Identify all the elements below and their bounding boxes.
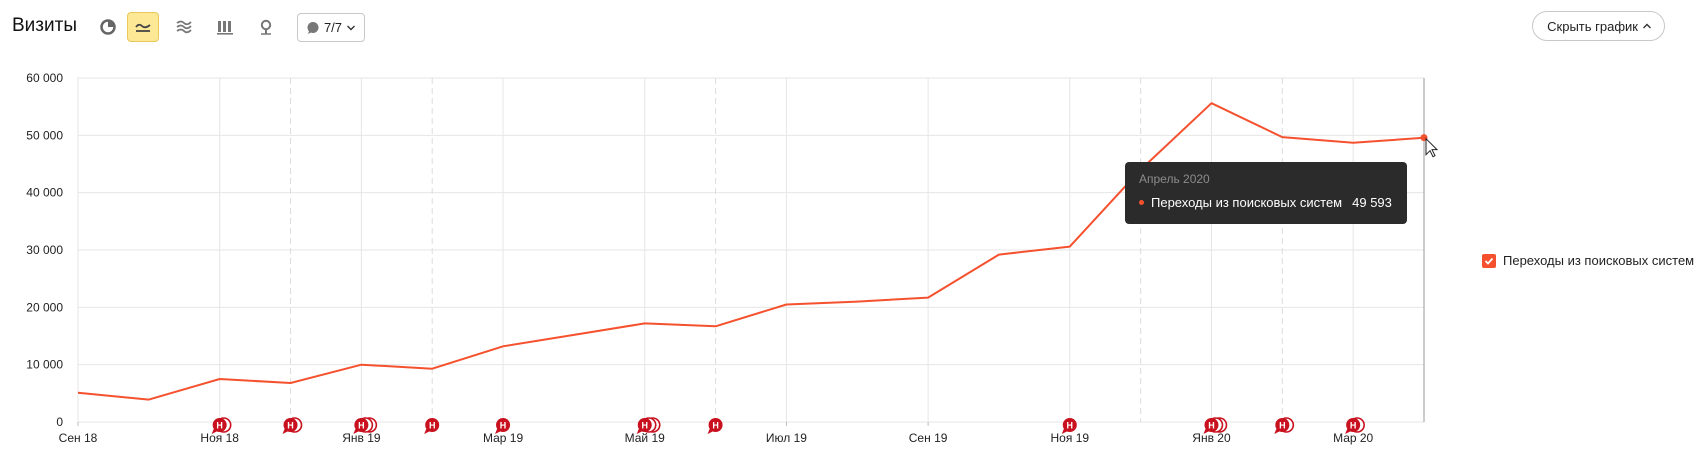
hide-chart-button[interactable]: Скрыть график (1532, 11, 1665, 41)
annotation-marker-tail (707, 429, 714, 434)
annotation-marker (1275, 418, 1290, 432)
annotation-letter: Н (1067, 421, 1074, 431)
annotation-marker (283, 418, 298, 432)
y-tick-label: 60 000 (26, 71, 63, 85)
pie-chart-button[interactable] (92, 12, 124, 42)
annotations-selector[interactable]: 7/7 (297, 13, 365, 42)
annotation-marker (708, 418, 723, 432)
bar-chart-button[interactable] (209, 12, 241, 42)
bar-chart-icon (217, 21, 233, 35)
chevron-up-icon (1643, 23, 1651, 29)
annotation-marker (212, 418, 227, 432)
annotation-letter: Н (358, 421, 365, 431)
annotation-marker (425, 418, 440, 432)
tooltip-series-dot (1139, 200, 1144, 205)
annotation-letter: Н (712, 421, 719, 431)
chart-tooltip: Апрель 2020 Переходы из поисковых систем… (1125, 162, 1407, 224)
y-tick-label: 10 000 (26, 358, 63, 372)
x-tick-label: Мар 20 (1333, 431, 1373, 445)
area-chart-button[interactable] (168, 12, 200, 42)
x-tick-label: Сен 19 (909, 431, 948, 445)
annotation-marker (496, 418, 511, 432)
y-tick-label: 30 000 (26, 243, 63, 257)
x-tick-label: Сен 18 (59, 431, 98, 445)
annotation-letter: Н (429, 421, 436, 431)
pie-chart-icon (100, 19, 116, 35)
series-line (77, 102, 1425, 401)
checkmark-icon (1484, 257, 1494, 265)
legend-checkbox[interactable] (1482, 253, 1496, 268)
chart-title: Визиты (12, 15, 77, 36)
x-tick-label: Мар 19 (483, 431, 523, 445)
annotation-letter: Н (500, 421, 507, 431)
line-chart: 0 10 000 20 000 30 000 40 000 50 000 60 000 Сен… (26, 71, 1439, 445)
annotation-marker-tail (424, 429, 431, 434)
comment-icon (307, 21, 319, 34)
x-tick-label: Ноя 19 (1051, 431, 1090, 445)
x-tick-label: Янв 19 (342, 431, 381, 445)
annotation-marker-tail (636, 429, 643, 434)
annotation-marker-tail (495, 429, 502, 434)
x-tick-label: Июл 19 (766, 431, 807, 445)
line-chart-icon (135, 23, 151, 32)
x-tick-label: Ноя 18 (200, 431, 239, 445)
annotation-marker-tail (1061, 429, 1068, 434)
annotation-marker-tail (282, 429, 289, 434)
y-tick-label: 20 000 (26, 300, 63, 314)
x-tick-label: Янв 20 (1192, 431, 1231, 445)
mouse-cursor-icon (1425, 137, 1439, 158)
legend-label: Переходы из поисковых систем (1503, 253, 1695, 268)
annotations-count: 7/7 (323, 20, 343, 35)
chart-toolbar: Визиты (0, 0, 1700, 56)
legend-item[interactable]: Переходы из поисковых систем (1482, 253, 1694, 268)
annotation-marker-tail (1203, 429, 1210, 434)
annotation-marker-tail (1274, 429, 1281, 434)
tooltip-series-name: Переходы из поисковых систем (1151, 195, 1343, 210)
line-chart-button[interactable] (127, 12, 159, 42)
y-tick-label: 50 000 (26, 128, 63, 142)
annotation-marker-tail (353, 429, 360, 434)
annotation-marker (1346, 418, 1361, 432)
y-tick-label: 0 (56, 415, 63, 429)
map-button[interactable] (250, 12, 282, 42)
map-pin-icon (260, 19, 272, 35)
x-tick-label: Май 19 (625, 431, 666, 445)
area-chart-icon (176, 20, 192, 34)
annotation-marker-tail (211, 429, 218, 434)
annotation-letter: Н (216, 421, 223, 431)
annotation-marker (1204, 418, 1219, 432)
chevron-down-icon (347, 25, 356, 30)
annotation-letter: Н (641, 421, 648, 431)
annotation-letter: Н (1208, 421, 1215, 431)
annotation-marker (354, 418, 369, 432)
hide-chart-label: Скрыть график (1547, 18, 1638, 34)
annotation-letter: Н (1350, 421, 1357, 431)
annotation-letter: Н (1279, 421, 1286, 431)
annotation-letter: Н (287, 421, 294, 431)
annotation-marker (1062, 418, 1077, 432)
annotation-marker (637, 418, 652, 432)
y-tick-label: 40 000 (26, 186, 63, 200)
tooltip-date: Апрель 2020 (1139, 172, 1210, 186)
tooltip-value: 49 593 (1352, 195, 1392, 210)
annotation-marker-tail (1345, 429, 1352, 434)
